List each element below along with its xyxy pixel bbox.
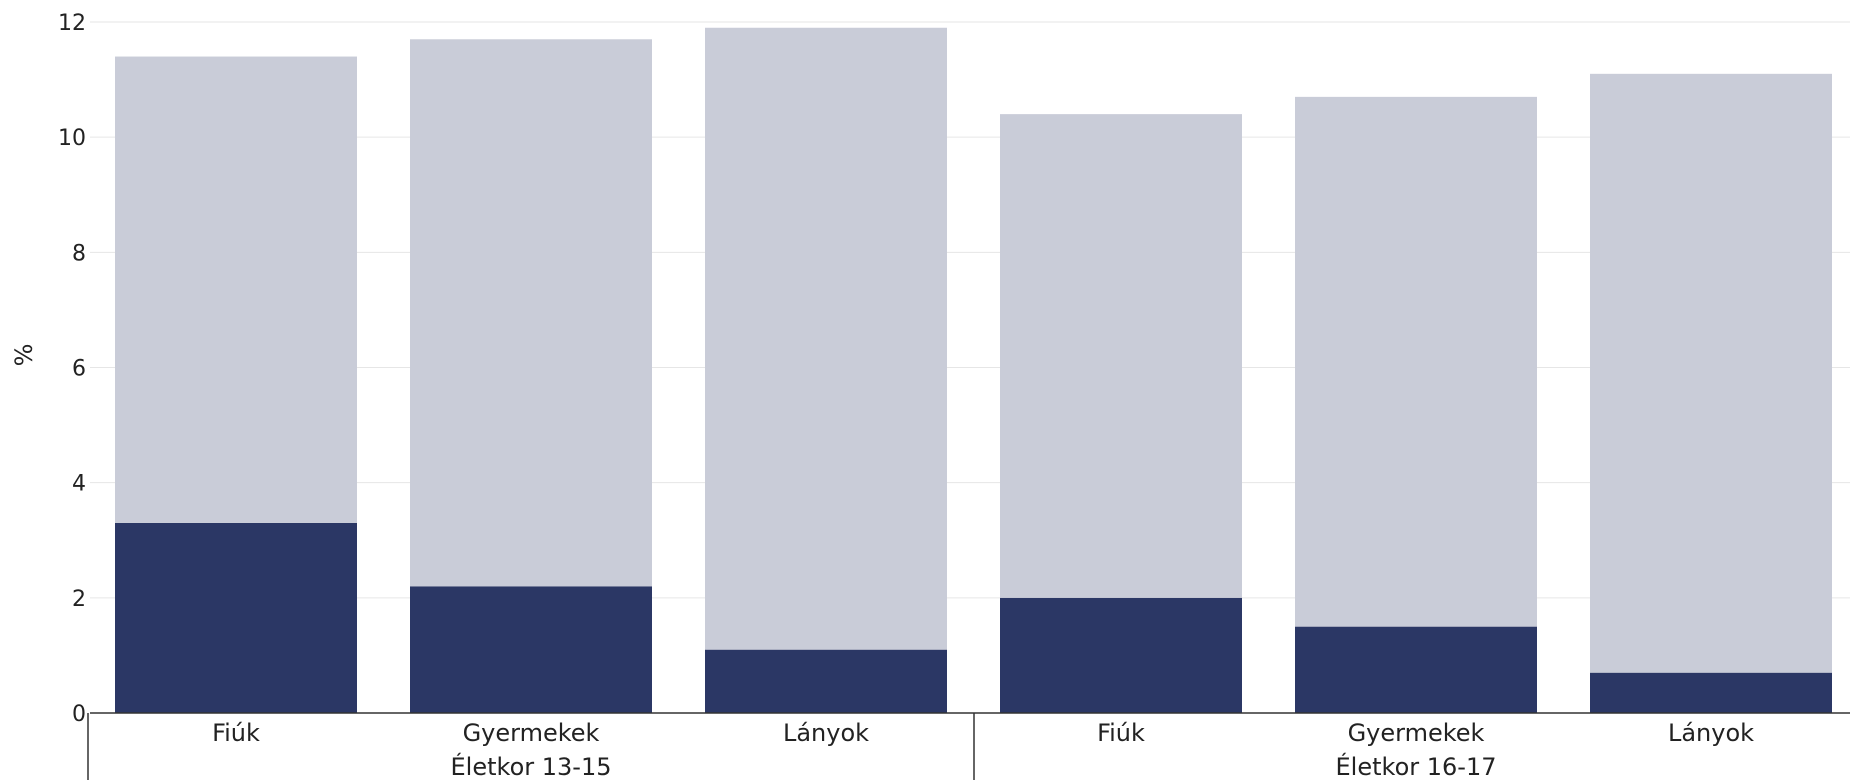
x-axis: Fiúk Gyermekek Lányok Életkor 13-15 Fiúk Gyer…	[87, 712, 1850, 780]
bar-segment	[1000, 597, 1242, 713]
x-category-label: Gyermekek	[1348, 719, 1485, 747]
bar-segment	[1590, 672, 1832, 713]
bar-segment	[1000, 114, 1242, 598]
y-tick-label: 8	[72, 241, 86, 266]
x-category-label: Lányok	[783, 719, 869, 747]
y-axis-ticks: 0 2 4 6 8 10 12	[58, 11, 86, 727]
y-tick-label: 4	[72, 472, 86, 497]
bar-segment	[1295, 96, 1537, 627]
bar-segment	[705, 27, 947, 650]
bar-segment	[1295, 626, 1537, 713]
y-tick-label: 2	[72, 587, 86, 612]
x-category-label: Gyermekek	[463, 719, 600, 747]
bar-segment	[705, 649, 947, 713]
bars	[115, 27, 1832, 713]
y-tick-label: 6	[72, 357, 86, 382]
bar-segment	[410, 586, 652, 713]
x-category-label: Fiúk	[212, 719, 260, 747]
bar-segment	[115, 522, 357, 713]
y-tick-label: 12	[58, 11, 86, 36]
x-group-label: Életkor 13-15	[451, 752, 612, 780]
y-tick-label: 10	[58, 126, 86, 151]
x-category-label: Lányok	[1668, 719, 1754, 747]
bar-segment	[1590, 73, 1832, 673]
bar-segment	[115, 56, 357, 523]
x-group-label: Életkor 16-17	[1336, 752, 1497, 780]
bar-segment	[410, 39, 652, 587]
y-axis-title: %	[10, 344, 38, 367]
gridlines	[90, 21, 1850, 599]
x-category-label: Fiúk	[1097, 719, 1145, 747]
y-tick-label: 0	[72, 702, 86, 727]
